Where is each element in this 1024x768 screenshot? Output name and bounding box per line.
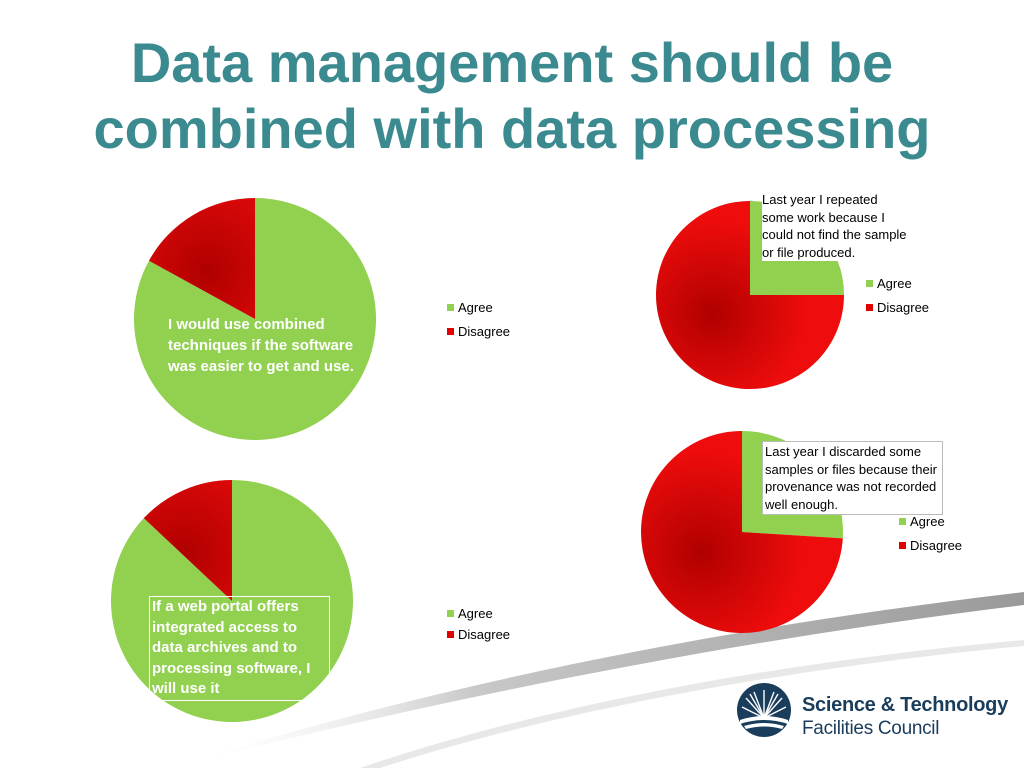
legend-label: Agree [458, 606, 493, 621]
legend-label: Disagree [910, 537, 963, 553]
legend-item-disagree: Disagree [899, 533, 962, 557]
legend-item-agree: Agree [899, 509, 962, 533]
pie-slice-disagree [143, 480, 232, 601]
legend-item-agree: Agree [447, 295, 510, 319]
legend-swatch-agree [447, 610, 454, 617]
pie-slice-disagree [148, 198, 255, 319]
legend-label: Agree [877, 275, 912, 291]
logo-text-line1: Science & Technology [802, 694, 1008, 716]
chart-1-title: I would use combined techniques if the s… [168, 316, 354, 375]
legend-chart-4: Agree Disagree [447, 603, 510, 645]
legend-label: Disagree [458, 627, 511, 642]
legend-swatch-disagree [899, 541, 906, 549]
logo-text-line2: Facilities Council [802, 718, 940, 739]
legend-item-agree: Agree [447, 603, 510, 624]
legend-swatch-agree [866, 279, 873, 287]
chart-3-title: Last year I discarded some samples or fi… [762, 441, 943, 515]
legend-label: Agree [458, 299, 493, 315]
page-title: Data management should be combined with … [93, 31, 931, 160]
legend-swatch-agree [899, 517, 906, 525]
legend-chart-3: Agree Disagree [899, 509, 962, 557]
legend-label: Disagree [458, 323, 511, 339]
chart-4-title: If a web portal offers integrated access… [149, 596, 330, 701]
legend-swatch-disagree [447, 631, 454, 638]
pie-slice-disagree [641, 431, 843, 633]
legend-label: Disagree [877, 299, 930, 315]
legend-item-disagree: Disagree [447, 624, 510, 645]
legend-item-disagree: Disagree [866, 295, 929, 319]
stfc-logo: Science & Technology Facilities Council [736, 682, 1008, 742]
pie-slice-disagree [656, 201, 844, 389]
legend-swatch-agree [447, 303, 454, 311]
stfc-sunburst-logo-icon [737, 683, 791, 737]
legend-swatch-disagree [447, 327, 454, 335]
legend-label: Agree [910, 513, 945, 529]
pie-slice-agree [110, 480, 353, 723]
legend-swatch-disagree [866, 303, 873, 311]
legend-item-agree: Agree [866, 271, 929, 295]
legend-chart-2: Agree Disagree [866, 271, 929, 319]
chart-2-title: Last year I repeated some work because I… [762, 191, 912, 261]
legend-chart-1: Agree Disagree [447, 295, 510, 343]
legend-item-disagree: Disagree [447, 319, 510, 343]
